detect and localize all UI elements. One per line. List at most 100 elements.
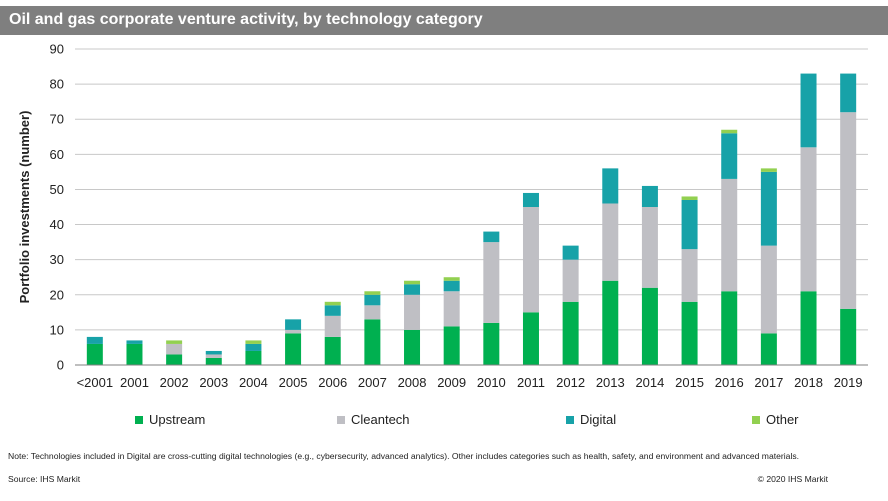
bar-digital [443, 280, 460, 292]
x-tick-label: 2015 [675, 375, 704, 390]
bar-digital [681, 199, 698, 250]
bar-upstream [760, 333, 777, 365]
source-text: Source: IHS Markit [8, 474, 81, 484]
bar-digital [721, 133, 738, 179]
x-tick-label: 2012 [556, 375, 585, 390]
footnote: Note: Technologies included in Digital a… [8, 451, 800, 461]
bar-cleantech [681, 249, 698, 302]
bar-cleantech [840, 112, 857, 309]
bar-upstream [721, 291, 738, 365]
bar-digital [522, 192, 539, 207]
y-tick-label: 0 [57, 358, 64, 373]
y-tick-label: 10 [50, 322, 64, 337]
copyright-text: © 2020 IHS Markit [757, 474, 828, 484]
x-tick-label: 2018 [794, 375, 823, 390]
bar-cleantech [602, 203, 619, 281]
x-tick-label: 2003 [199, 375, 228, 390]
bar-upstream [522, 312, 539, 365]
bar-upstream [245, 350, 262, 365]
x-tick-label: 2005 [279, 375, 308, 390]
x-tick-label: 2006 [318, 375, 347, 390]
bar-upstream [404, 329, 421, 365]
bar-other [324, 301, 341, 306]
x-tick-label: 2007 [358, 375, 387, 390]
bar-digital [86, 336, 103, 344]
bar-cleantech [562, 259, 579, 302]
bar-other [404, 280, 421, 285]
bar-digital [364, 294, 381, 306]
bar-upstream [800, 291, 817, 365]
legend-label: Upstream [149, 412, 206, 427]
bar-upstream [285, 333, 302, 365]
bar-digital [324, 305, 341, 316]
chart-legend: Upstream Cleantech Digital Other [0, 412, 888, 428]
bar-other [760, 168, 777, 172]
bar-upstream [483, 322, 500, 365]
legend-swatch [135, 415, 143, 424]
bar-cleantech [285, 329, 302, 334]
x-tick-label: 2008 [398, 375, 427, 390]
legend-swatch [566, 415, 574, 424]
bar-other [245, 340, 262, 344]
bar-cleantech [404, 294, 421, 330]
bar-upstream [324, 336, 341, 365]
bar-cleantech [522, 207, 539, 313]
bar-cleantech [483, 242, 500, 323]
bar-cleantech [641, 207, 658, 288]
x-tick-label: 2010 [477, 375, 506, 390]
bar-upstream [641, 287, 658, 365]
x-tick-label: 2002 [160, 375, 189, 390]
bar-upstream [205, 357, 222, 365]
y-tick-label: 80 [50, 77, 64, 92]
bar-upstream [602, 280, 619, 365]
bar-other [721, 129, 738, 134]
legend-label: Cleantech [351, 412, 410, 427]
x-tick-label: 2011 [517, 375, 545, 390]
y-axis-label: Portfolio investments (number) [17, 111, 32, 304]
x-tick-label: 2004 [239, 375, 268, 390]
bar-upstream [562, 301, 579, 365]
bar-cleantech [166, 343, 183, 355]
bar-cleantech [721, 178, 738, 292]
y-tick-label: 30 [50, 252, 64, 267]
bar-cleantech [364, 305, 381, 320]
x-tick-label: 2009 [437, 375, 466, 390]
bar-upstream [443, 326, 460, 365]
legend-item-cleantech: Cleantech [337, 412, 410, 427]
chart-title: Oil and gas corporate venture activity, … [9, 11, 483, 28]
bar-cleantech [324, 315, 341, 337]
bar-digital [800, 73, 817, 148]
legend-label: Digital [580, 412, 617, 427]
bar-upstream [681, 301, 698, 365]
y-tick-label: 40 [50, 217, 64, 232]
bar-upstream [86, 343, 103, 365]
bar-upstream [840, 308, 857, 365]
bar-digital [205, 350, 222, 355]
bar-cleantech [443, 291, 460, 327]
chart-header-bar: Oil and gas corporate venture activity, … [0, 6, 888, 35]
y-tick-label: 60 [50, 147, 64, 162]
bar-upstream [364, 319, 381, 365]
x-tick-label: <2001 [77, 375, 114, 390]
bar-other [443, 277, 460, 281]
bar-digital [483, 231, 500, 243]
y-tick-label: 70 [50, 112, 64, 127]
x-tick-label: 2001 [120, 375, 149, 390]
bar-digital [245, 343, 262, 351]
x-tick-label: 2019 [834, 375, 863, 390]
x-tick-label: 2016 [715, 375, 744, 390]
legend-swatch [337, 415, 345, 424]
stacked-bar-chart: 0 10 20 30 40 50 60 70 80 90 Portfolio investments… [17, 42, 868, 390]
bar-other [681, 196, 698, 200]
legend-swatch [752, 415, 760, 424]
bar-digital [404, 284, 421, 295]
y-tick-label: 90 [50, 42, 64, 57]
bar-cleantech [800, 147, 817, 292]
bar-cleantech [760, 245, 777, 334]
x-tick-label: 2017 [754, 375, 783, 390]
bar-digital [126, 340, 143, 344]
bar-digital [562, 245, 579, 260]
bar-other [364, 291, 381, 295]
legend-item-other: Other [752, 412, 799, 427]
y-tick-label: 50 [50, 182, 64, 197]
